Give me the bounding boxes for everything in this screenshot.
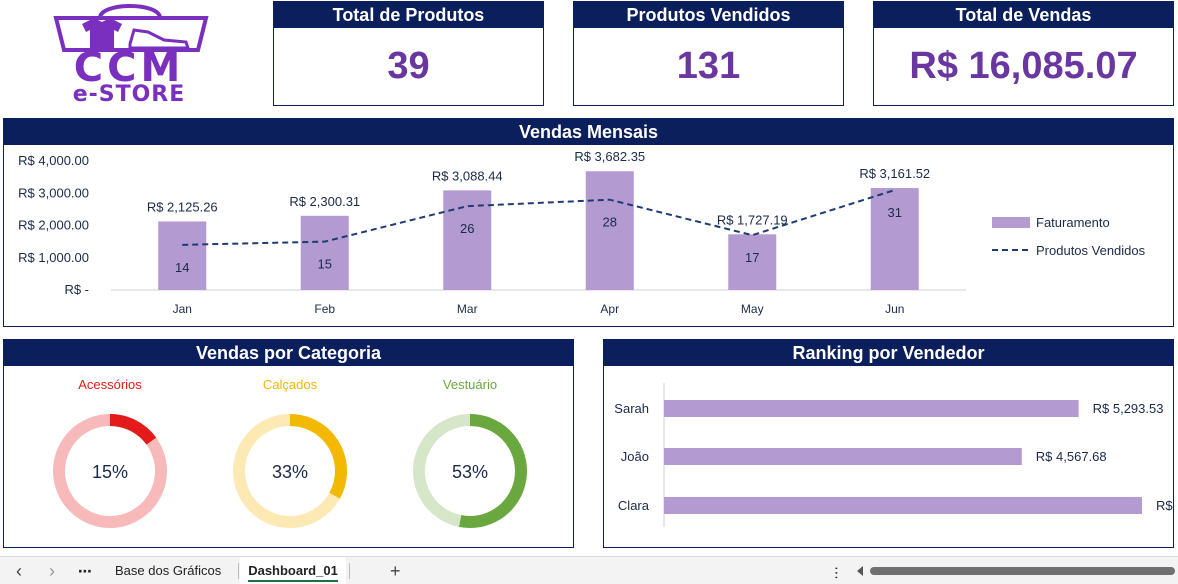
sheet-options-icon[interactable]: ⋯ bbox=[829, 566, 845, 580]
sheet-tab-dashboard[interactable]: Dashboard_01 bbox=[240, 557, 346, 584]
horizontal-scrollbar-thumb[interactable] bbox=[870, 567, 1175, 575]
line-produtos-vendidos bbox=[182, 189, 896, 246]
next-sheet-icon[interactable]: › bbox=[49, 561, 55, 581]
category-donut-charts: Acessórios 15% Calçados 33% Vestuário 53% bbox=[53, 377, 527, 528]
seller-ranking-title: Ranking por Vendedor bbox=[604, 340, 1173, 366]
tab-divider bbox=[349, 563, 350, 579]
legend-label-produtos-vendidos: Produtos Vendidos bbox=[1036, 243, 1146, 258]
y-tick-label: R$ 3,000.00 bbox=[18, 185, 89, 200]
monthly-sales-title: Vendas Mensais bbox=[4, 119, 1173, 145]
donut-slice-0 bbox=[53, 414, 167, 528]
produtos-vendidos-label: 28 bbox=[603, 215, 617, 230]
seller-value-label: R$ 6,102.45 bbox=[1156, 498, 1174, 513]
donut-slice-2 bbox=[413, 414, 527, 528]
produtos-vendidos-label: 26 bbox=[460, 221, 474, 236]
seller-bar-1 bbox=[664, 448, 1022, 465]
shopping-bag-logo-icon bbox=[53, 4, 209, 52]
sheet-tab-bar: ‹ › ⋯ Base dos Gráficos Dashboard_01 + ⋯ bbox=[0, 556, 1178, 584]
bar-value-label: R$ 2,300.31 bbox=[289, 194, 360, 209]
prev-sheet-icon[interactable]: ‹ bbox=[16, 561, 22, 581]
x-tick-label: Jun bbox=[885, 302, 904, 316]
donut-percent-label: 33% bbox=[272, 462, 308, 482]
bar-value-label: R$ 3,088.44 bbox=[432, 168, 503, 183]
category-sales-panel: Vendas por Categoria bbox=[3, 339, 574, 548]
produtos-vendidos-label: 14 bbox=[175, 260, 189, 275]
horizontal-scrollbar-left-arrow-icon[interactable] bbox=[857, 566, 863, 576]
donut-percent-label: 15% bbox=[92, 462, 128, 482]
bar-faturamento-may bbox=[728, 234, 777, 290]
add-sheet-button[interactable]: + bbox=[390, 561, 401, 581]
kpi-title: Total de Vendas bbox=[874, 2, 1173, 28]
tab-divider bbox=[238, 563, 239, 579]
sheet-tab-dashboard-label: Dashboard_01 bbox=[248, 563, 338, 582]
x-tick-label: Mar bbox=[457, 302, 478, 316]
seller-bar-0 bbox=[664, 400, 1079, 417]
kpi-value: 131 bbox=[676, 45, 741, 87]
legend-label-faturamento: Faturamento bbox=[1036, 215, 1110, 230]
bar-faturamento-jun bbox=[870, 188, 919, 290]
x-tick-label: Jan bbox=[173, 302, 192, 316]
kpi-total-produtos: Total de Produtos 39 bbox=[273, 1, 544, 106]
bar-value-label: R$ 3,161.52 bbox=[859, 166, 930, 181]
x-tick-label: Apr bbox=[600, 302, 619, 316]
seller-name-label: Sarah bbox=[614, 401, 649, 416]
y-tick-label: R$ 4,000.00 bbox=[18, 153, 89, 168]
logo-text-ccm: CCM bbox=[73, 45, 185, 91]
store-logo: CCM e-STORE bbox=[30, 4, 230, 106]
legend-swatch-faturamento bbox=[992, 217, 1030, 228]
category-sales-title: Vendas por Categoria bbox=[4, 340, 573, 366]
kpi-title: Produtos Vendidos bbox=[574, 2, 843, 28]
category-label-1: Calçados bbox=[263, 377, 318, 392]
bar-value-label: R$ 3,682.35 bbox=[574, 149, 645, 164]
seller-value-label: R$ 5,293.53 bbox=[1093, 401, 1164, 416]
bar-faturamento-apr bbox=[585, 171, 634, 290]
bar-faturamento-mar bbox=[443, 190, 492, 290]
seller-name-label: Clara bbox=[618, 498, 650, 513]
produtos-vendidos-label: 31 bbox=[888, 205, 902, 220]
category-label-2: Vestuário bbox=[443, 377, 497, 392]
bar-faturamento-jan bbox=[158, 221, 207, 290]
y-tick-label: R$ - bbox=[64, 282, 89, 297]
kpi-value: 39 bbox=[387, 45, 430, 87]
donut-percent-label: 53% bbox=[452, 462, 488, 482]
produtos-vendidos-label: 15 bbox=[318, 257, 332, 272]
x-tick-label: Feb bbox=[314, 302, 335, 316]
bar-faturamento-feb bbox=[300, 215, 349, 290]
produtos-vendidos-label: 17 bbox=[745, 250, 759, 265]
seller-value-label: R$ 4,567.68 bbox=[1036, 449, 1107, 464]
kpi-produtos-vendidos: Produtos Vendidos 131 bbox=[573, 1, 844, 106]
bar-value-label: R$ 2,125.26 bbox=[147, 199, 218, 214]
kpi-title: Total de Produtos bbox=[274, 2, 543, 28]
logo-text-estore: e-STORE bbox=[72, 82, 186, 107]
bar-value-label: R$ 1,727.19 bbox=[717, 212, 788, 227]
more-sheets-icon[interactable]: ⋯ bbox=[78, 563, 92, 579]
seller-name-label: João bbox=[621, 449, 649, 464]
category-label-0: Acessórios bbox=[78, 377, 142, 392]
x-tick-label: May bbox=[741, 302, 764, 316]
seller-bar-2 bbox=[664, 497, 1142, 514]
y-tick-label: R$ 2,000.00 bbox=[18, 218, 89, 233]
kpi-total-vendas: Total de Vendas R$ 16,085.07 bbox=[873, 1, 1174, 106]
y-tick-label: R$ 1,000.00 bbox=[18, 250, 89, 265]
sheet-tab-base-graficos[interactable]: Base dos Gráficos bbox=[115, 563, 222, 578]
monthly-sales-chart: R$ 4,000.00 R$ 3,000.00 R$ 2,000.00 R$ 1,00… bbox=[18, 149, 1146, 316]
kpi-value: R$ 16,085.07 bbox=[909, 45, 1138, 87]
seller-ranking-chart: Sarah R$ 5,293.53 João R$ 4,567.68 Clara R$ 6… bbox=[614, 383, 1174, 527]
donut-slice-1 bbox=[233, 414, 347, 528]
